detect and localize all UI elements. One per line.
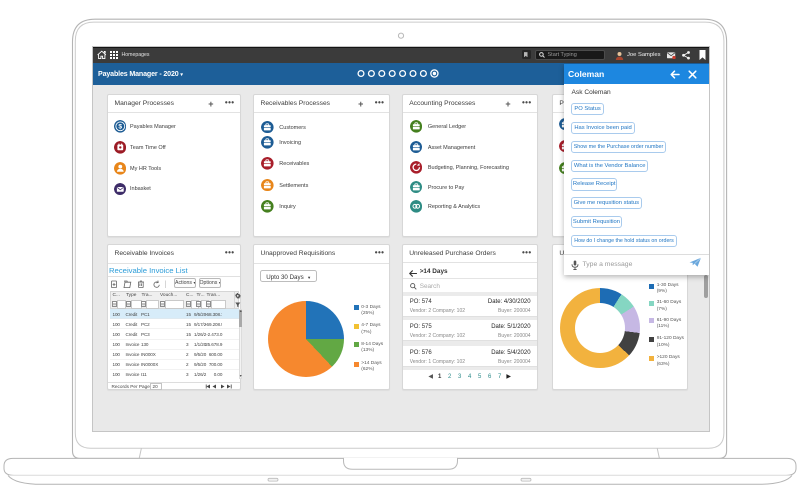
svg-text:$: $ <box>118 124 122 131</box>
